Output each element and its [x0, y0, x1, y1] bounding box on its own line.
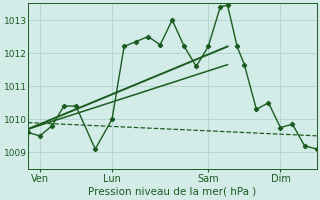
X-axis label: Pression niveau de la mer( hPa ): Pression niveau de la mer( hPa ) [88, 187, 256, 197]
